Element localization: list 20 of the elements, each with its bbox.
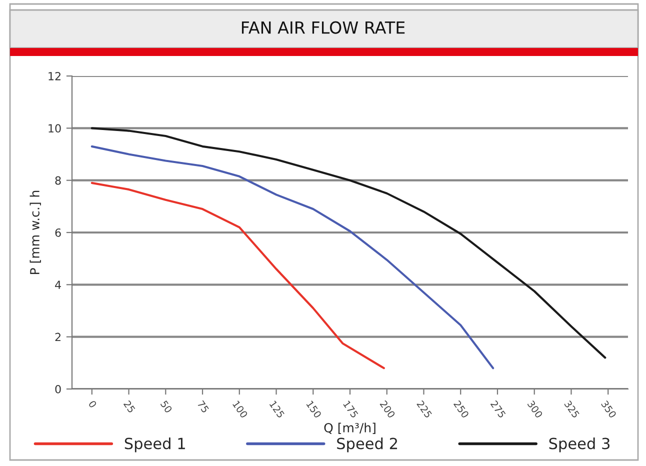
legend-label: Speed 3: [549, 437, 610, 452]
y-tick-label: 10: [48, 124, 61, 133]
legend-label: Speed 1: [124, 437, 185, 452]
x-tick-label: 25: [123, 400, 136, 414]
y-tick-label: 0: [55, 384, 61, 394]
y-tick-label: 12: [48, 72, 60, 80]
y-axis-title: P [mm w.c.] h: [30, 190, 41, 274]
line-series: [90, 127, 606, 359]
y-tick-label: 4: [55, 280, 61, 289]
line-series: [90, 182, 385, 370]
x-tick-label: 75: [197, 400, 210, 414]
x-tick-label: 0: [88, 400, 98, 408]
line-series: [90, 145, 494, 370]
x-axis-title: Q [m³/h]: [324, 422, 376, 434]
legend-label: Speed 2: [337, 437, 398, 452]
y-tick-label: 6: [55, 228, 61, 237]
y-tick-label: 2: [55, 332, 60, 342]
chart-title: FAN AIR FLOW RATE: [242, 21, 405, 34]
y-tick-label: 8: [55, 176, 61, 185]
x-tick-label: 50: [160, 400, 173, 414]
